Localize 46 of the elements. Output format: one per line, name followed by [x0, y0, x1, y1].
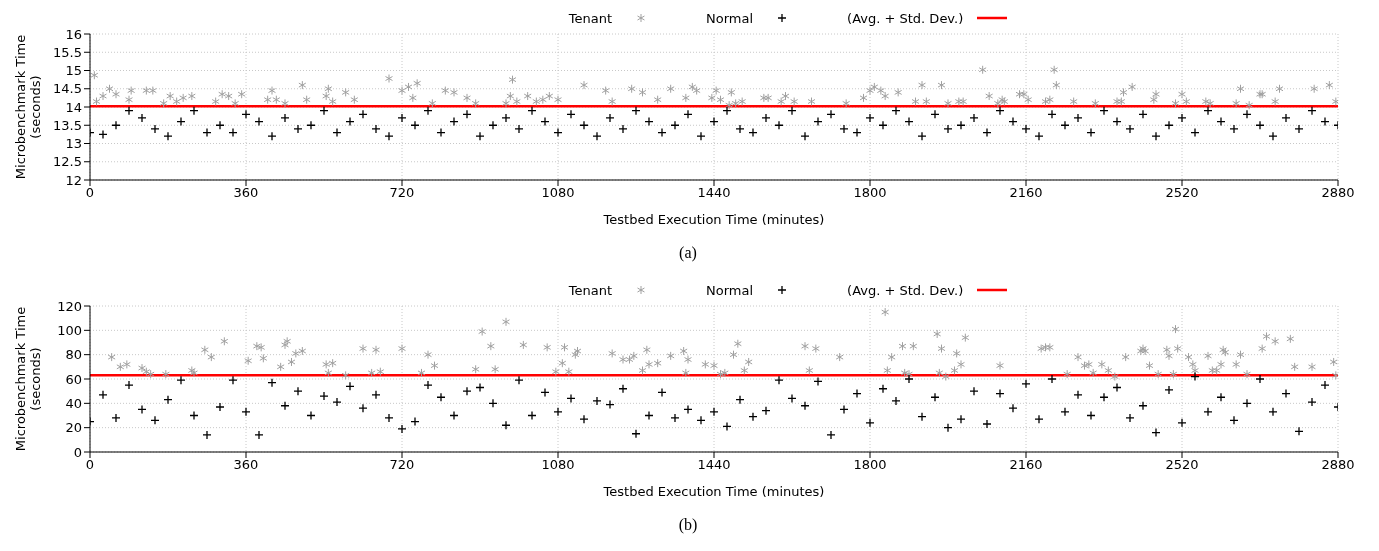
y-tick-label: 12 — [65, 172, 82, 188]
legend-label: Normal — [706, 10, 754, 26]
x-tick-label: 2160 — [1009, 185, 1043, 201]
x-tick-label: 1800 — [853, 185, 887, 201]
x-tick-label: 2520 — [1165, 457, 1199, 473]
y-tick-label: 13 — [65, 136, 82, 152]
y-tick-label: 0 — [73, 444, 82, 460]
x-tick-label: 0 — [85, 457, 95, 473]
y-tick-label: 60 — [65, 371, 82, 387]
legend-label: (Avg. + Std. Dev.) — [847, 282, 964, 298]
legend-label: (Avg. + Std. Dev.) — [847, 10, 964, 26]
y-axis-title: Microbenchmark Time (seconds) — [13, 34, 43, 180]
legend-label: Tenant — [568, 10, 613, 26]
y-tick-label: 80 — [65, 347, 82, 363]
y-tick-label: 14.5 — [53, 81, 82, 97]
legend-label: Tenant — [568, 282, 613, 298]
x-tick-label: 1800 — [853, 457, 887, 473]
text: (b) — [677, 516, 699, 534]
x-tick-label: 1080 — [541, 457, 575, 473]
x-axis-title: Testbed Execution Time (minutes) — [602, 212, 825, 227]
y-tick-label: 40 — [65, 395, 82, 411]
y-tick-label: 16 — [65, 26, 82, 42]
x-tick-label: 360 — [233, 457, 259, 473]
y-tick-label: 14 — [65, 99, 82, 115]
y-tick-label: 20 — [65, 420, 82, 436]
x-tick-label: 2880 — [1321, 185, 1355, 201]
text: (a) — [678, 244, 698, 262]
x-tick-label: 1440 — [697, 457, 731, 473]
legend-label: Normal — [706, 282, 754, 298]
x-tick-label: 2160 — [1009, 457, 1043, 473]
y-tick-label: 15.5 — [53, 44, 82, 60]
y-axis-title: Microbenchmark Time (seconds) — [13, 306, 43, 452]
x-tick-label: 2520 — [1165, 185, 1199, 201]
y-tick-label: 13.5 — [53, 117, 82, 133]
y-tick-label: 15 — [65, 63, 82, 79]
x-tick-label: 1080 — [541, 185, 575, 201]
x-tick-label: 360 — [233, 185, 259, 201]
x-tick-label: 720 — [389, 457, 415, 473]
y-tick-label: 100 — [57, 322, 82, 338]
y-tick-label: 12.5 — [53, 154, 82, 170]
y-tick-label: 120 — [57, 298, 82, 314]
x-axis-title: Testbed Execution Time (minutes) — [602, 484, 825, 499]
x-tick-label: 720 — [389, 185, 415, 201]
x-tick-label: 2880 — [1321, 457, 1355, 473]
x-tick-label: 1440 — [697, 185, 731, 201]
x-tick-label: 0 — [85, 185, 95, 201]
